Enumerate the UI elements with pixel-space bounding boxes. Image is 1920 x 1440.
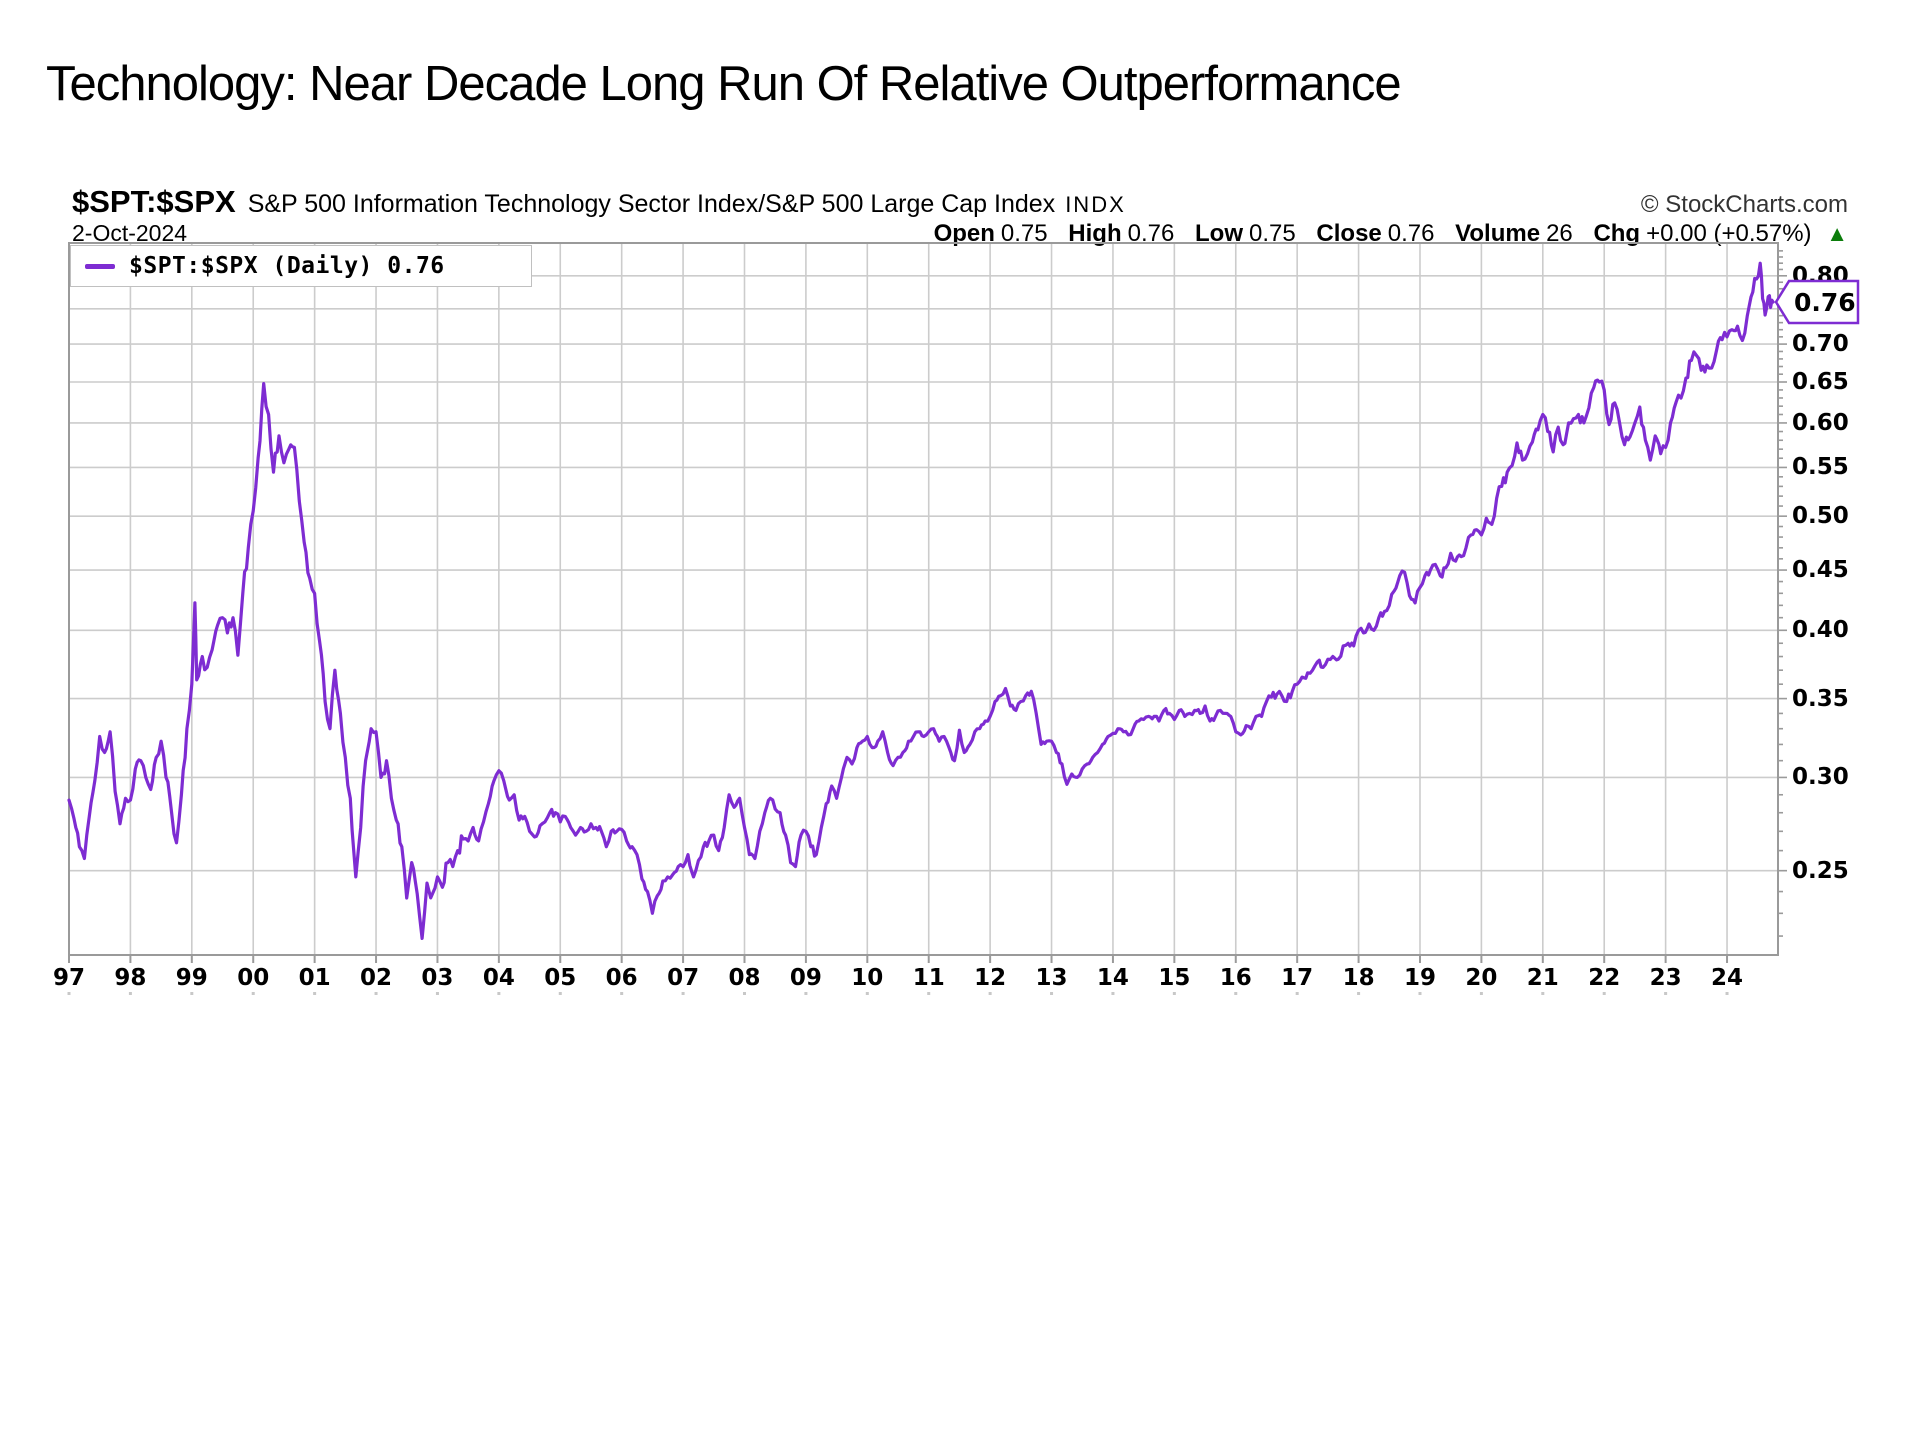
y-axis-label: 0.60 — [1792, 409, 1849, 436]
legend-line-swatch-icon — [85, 263, 115, 269]
price-tag: 0.76 — [1774, 279, 1860, 325]
x-axis-label: 10 — [851, 965, 884, 991]
x-axis-label: 14 — [1096, 965, 1129, 991]
page-title: Technology: Near Decade Long Run Of Rela… — [46, 57, 1402, 111]
ticker-description: S&P 500 Information Technology Sector In… — [247, 190, 1056, 218]
x-axis-label: 21 — [1526, 965, 1559, 991]
chart-legend: $SPT:$SPX (Daily) 0.76 — [70, 245, 532, 287]
y-axis-label: 0.45 — [1792, 557, 1849, 584]
x-axis-label: 19 — [1403, 965, 1436, 991]
legend-series-name: $SPT:$SPX (Daily) — [129, 253, 373, 279]
x-axis-label: 12 — [974, 965, 1007, 991]
x-axis-label: 06 — [605, 965, 638, 991]
x-axis-ticks — [67, 955, 1729, 995]
y-axis-label: 0.50 — [1792, 503, 1849, 530]
x-axis-label: 05 — [544, 965, 577, 991]
x-axis-label: 22 — [1588, 965, 1621, 991]
y-axis-label: 0.30 — [1792, 764, 1849, 791]
y-axis-label: 0.35 — [1792, 685, 1849, 712]
x-axis-label: 16 — [1219, 965, 1252, 991]
x-axis-label: 07 — [667, 965, 700, 991]
price-line — [67, 261, 1775, 941]
x-axis-label: 99 — [175, 965, 208, 991]
x-axis-label: 97 — [52, 965, 85, 991]
y-axis-label: 0.70 — [1792, 331, 1849, 358]
x-axis-label: 13 — [1035, 965, 1068, 991]
plot-border — [68, 242, 1779, 956]
chart-header: $SPT:$SPX S&P 500 Information Technology… — [72, 184, 1848, 220]
x-axis-label: 17 — [1281, 965, 1314, 991]
x-axis-label: 15 — [1158, 965, 1191, 991]
x-axis-label: 03 — [421, 965, 454, 991]
exchange-label: INDX — [1065, 192, 1126, 217]
y-axis-ticks — [1778, 250, 1787, 937]
x-axis-label: 24 — [1711, 965, 1744, 991]
x-axis-label: 18 — [1342, 965, 1375, 991]
x-axis-label: 08 — [728, 965, 761, 991]
x-axis-label: 01 — [298, 965, 331, 991]
x-axis-label: 04 — [482, 965, 515, 991]
y-axis-label: 0.25 — [1792, 857, 1849, 884]
x-axis-label: 23 — [1649, 965, 1682, 991]
x-axis-label: 00 — [237, 965, 270, 991]
quote-date: 2-Oct-2024 — [72, 220, 188, 246]
y-axis-label: 0.55 — [1792, 454, 1849, 481]
change-up-triangle-icon: ▲ — [1826, 221, 1848, 246]
x-axis-label: 20 — [1465, 965, 1498, 991]
y-axis-label: 0.40 — [1792, 617, 1849, 644]
x-axis-label: 11 — [912, 965, 945, 991]
x-axis-label: 09 — [789, 965, 822, 991]
ticker-symbol: $SPT:$SPX — [72, 184, 236, 219]
svg-text:0.76: 0.76 — [1794, 288, 1856, 317]
grid-lines — [69, 243, 1778, 955]
x-axis-label: 02 — [360, 965, 393, 991]
legend-last-value: 0.76 — [387, 253, 445, 279]
x-axis-label: 98 — [114, 965, 147, 991]
stockcharts-attribution: © StockCharts.com — [1640, 191, 1848, 218]
y-axis-label: 0.65 — [1792, 369, 1849, 395]
legend-label: $SPT:$SPX (Daily) 0.76 — [129, 253, 445, 279]
